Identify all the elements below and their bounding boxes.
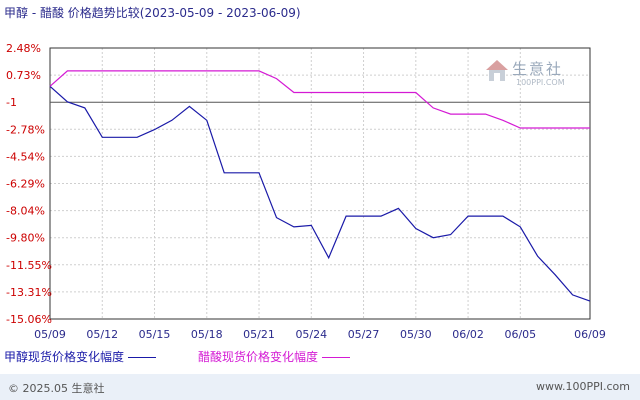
y-tick-label: -8.04%	[6, 205, 45, 218]
y-tick-label: -13.31%	[6, 286, 52, 299]
chart-title: 甲醇 - 醋酸 价格趋势比较(2023-05-09 - 2023-06-09)	[4, 6, 301, 20]
watermark-text: 生意社	[512, 60, 564, 78]
site-link[interactable]: www.100PPI.com	[536, 380, 630, 393]
y-tick-label: -6.29%	[6, 178, 45, 191]
x-tick-label: 05/30	[400, 328, 432, 341]
legend-line-acetic	[322, 357, 351, 358]
line-chart: 2.48% 0.73% -1 -2.78% -4.54% -6.29% -8.04% -9.8…	[6, 42, 606, 341]
x-tick-label: 06/05	[504, 328, 536, 341]
legend-item-acetic: 醋酸现货价格变化幅度	[198, 348, 351, 365]
x-tick-label: 05/27	[348, 328, 380, 341]
y-tick-label: 0.73%	[6, 69, 41, 82]
y-tick-label: -15.06%	[6, 313, 52, 326]
watermark-subtext: 100PPI.COM	[516, 78, 565, 87]
x-tick-label: 05/24	[295, 328, 327, 341]
x-tick-label: 05/15	[139, 328, 171, 341]
copyright-text: © 2025.05 生意社	[8, 382, 105, 395]
y-tick-label: -2.78%	[6, 123, 45, 136]
y-tick-label: -9.80%	[6, 232, 45, 245]
plot-area-border	[49, 47, 591, 320]
legend-line-methanol	[128, 357, 157, 358]
house-icon	[486, 60, 508, 81]
x-tick-label: 06/02	[452, 328, 484, 341]
x-tick-label: 05/21	[243, 328, 275, 341]
x-tick-label: 06/09	[574, 328, 606, 341]
footer-bar: © 2025.05 生意社 www.100PPI.com	[0, 374, 640, 400]
legend-label-acetic: 醋酸现货价格变化幅度	[198, 350, 319, 364]
y-tick-label: -1	[6, 96, 17, 109]
x-tick-label: 05/18	[191, 328, 223, 341]
watermark-logo: 生意社 100PPI.COM	[484, 56, 580, 96]
series-line-acetic	[49, 70, 590, 129]
x-tick-label: 05/09	[34, 328, 66, 341]
legend-label-methanol: 甲醇现货价格变化幅度	[4, 350, 125, 364]
legend-item-methanol: 甲醇现货价格变化幅度	[4, 348, 157, 365]
y-tick-label: -11.55%	[6, 259, 52, 272]
y-tick-label: -4.54%	[6, 150, 45, 163]
x-tick-label: 05/12	[86, 328, 118, 341]
y-tick-label: 2.48%	[6, 42, 41, 55]
series-line-methanol	[49, 85, 591, 302]
